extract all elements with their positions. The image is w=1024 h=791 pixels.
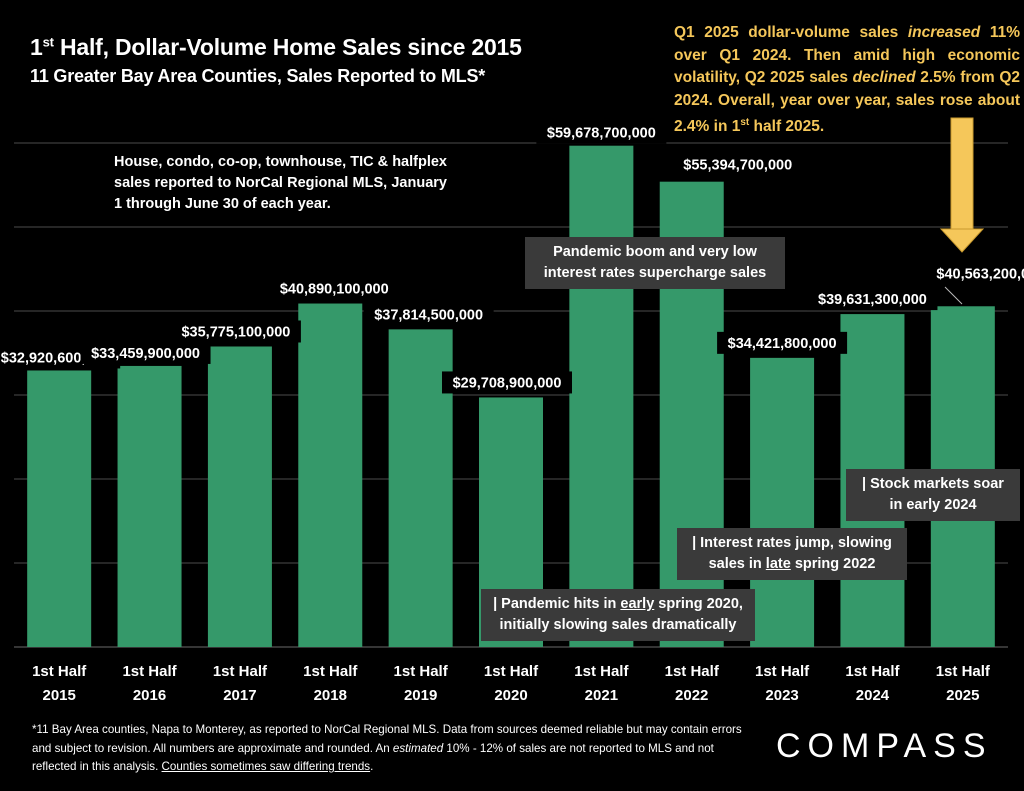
value-label-2020: $29,708,900,000 <box>453 375 562 391</box>
annotation-stock-markets: | Stock markets soar in early 2024 <box>846 469 1020 521</box>
x-tick-label: 1st Half 2018 <box>303 663 358 704</box>
down-arrow-icon <box>939 117 985 253</box>
bar-2023 <box>750 357 815 647</box>
value-labels: $32,920,600,000$33,459,900,000$35,775,10… <box>0 121 1024 394</box>
chart-title: 1st Half, Dollar-Volume Home Sales since… <box>30 34 522 61</box>
label-leader-line <box>944 286 963 305</box>
annotation-pandemic-hits: | Pandemic hits in early spring 2020, in… <box>481 589 755 641</box>
x-tick-label: 1st Half 2021 <box>574 663 629 704</box>
bar-2021 <box>569 145 634 647</box>
title-number: 1 <box>30 34 43 60</box>
x-tick-label: 1st Half 2017 <box>212 663 267 704</box>
compass-logo: COMPASS <box>776 727 993 765</box>
annotation-pandemic-boom: Pandemic boom and very low interest rate… <box>525 237 785 289</box>
bar-2015 <box>27 370 92 647</box>
value-label-2017: $35,775,100,000 <box>181 324 290 340</box>
footnote: *11 Bay Area counties, Napa to Monterey,… <box>32 723 742 773</box>
x-tick-label: 1st Half 2019 <box>393 663 448 704</box>
value-label-2024: $39,631,300,000 <box>818 292 927 308</box>
value-label-bg <box>925 262 1024 285</box>
x-tick-label: 1st Half 2022 <box>664 663 719 704</box>
value-label-bg <box>363 303 494 326</box>
value-label-2022: $55,394,700,000 <box>683 158 792 174</box>
value-label-bg <box>170 320 301 343</box>
value-label-bg <box>672 153 803 176</box>
value-label-bg <box>807 288 938 311</box>
value-label-bg <box>717 331 848 354</box>
title-superscript: st <box>42 34 54 50</box>
value-label-bg <box>269 277 400 300</box>
bars <box>27 145 995 648</box>
value-label-2019: $37,814,500,000 <box>374 307 483 323</box>
value-label-2018: $40,890,100,000 <box>280 282 389 298</box>
highlight-note: Q1 2025 dollar-volume sales increased 11… <box>674 24 1020 136</box>
value-label-bg <box>442 371 572 394</box>
bar-2018 <box>298 303 363 647</box>
title-text: Half, Dollar-Volume Home Sales since 201… <box>53 34 522 60</box>
value-label-2021: $59,678,700,000 <box>547 126 656 142</box>
bar-2016 <box>117 365 182 647</box>
value-label-2016: $33,459,900,000 <box>91 346 200 362</box>
value-label-bg <box>80 341 211 364</box>
x-tick-label: 1st Half 2025 <box>935 663 990 704</box>
bar-2017 <box>207 346 272 647</box>
x-tick-label: 1st Half 2016 <box>122 663 177 704</box>
bar-2019 <box>388 329 453 647</box>
x-tick-label: 1st Half 2024 <box>845 663 900 704</box>
description-note: House, condo, co-op, townhouse, TIC & ha… <box>110 150 451 217</box>
chart-subtitle: 11 Greater Bay Area Counties, Sales Repo… <box>30 66 486 86</box>
value-label-2023: $34,421,800,000 <box>728 336 837 352</box>
x-tick-label: 1st Half 2020 <box>483 663 539 704</box>
x-tick-label: 1st Half 2015 <box>32 663 87 704</box>
annotation-interest-rates: | Interest rates jump, slowing sales in … <box>677 528 907 580</box>
x-tick-label: 1st Half 2023 <box>754 663 810 704</box>
value-label-2025: $40,563,200,000 <box>936 266 1024 282</box>
value-label-bg <box>536 121 667 144</box>
